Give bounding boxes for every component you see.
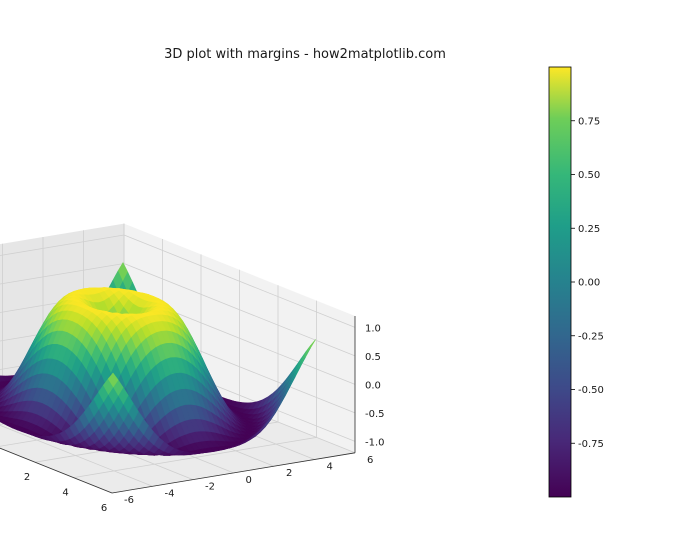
axis-line: [111, 452, 356, 494]
z-gridline: [0, 263, 356, 357]
axis-line: [0, 447, 113, 494]
z-tick-label: 0.0: [365, 380, 381, 391]
y-gridline: [0, 424, 153, 487]
y-tick-label: 0: [246, 475, 252, 486]
z-tick-label: -1.0: [365, 437, 385, 448]
x-tick-label: 6: [101, 503, 107, 514]
z-gridline: [0, 234, 356, 328]
colorbar-tick-label: 0.00: [578, 278, 600, 289]
colorbar-tick-label: 0.25: [578, 224, 600, 235]
z-tick-label: -0.5: [365, 409, 385, 420]
y-tick-label: 4: [327, 462, 333, 473]
y-tick-label: -4: [165, 488, 175, 499]
colorbar-tick-label: 0.50: [578, 170, 600, 181]
colorbar-tick-label: -0.25: [578, 331, 604, 342]
colorbar-gradient: [548, 66, 572, 498]
colorbar-tick-label: -0.75: [578, 439, 604, 450]
y-tick-label: -6: [124, 495, 134, 506]
x-tick-label: 2: [24, 472, 30, 483]
colorbar-tick-label: 0.75: [578, 116, 600, 127]
chart-title: 3D plot with margins - how2matplotlib.co…: [164, 47, 446, 62]
surface-patch: [107, 372, 119, 388]
surface-mesh: [0, 262, 316, 456]
y-tick-label: 2: [286, 468, 292, 479]
z-tick-label: 0.5: [365, 352, 381, 363]
y-tick-label: 6: [367, 455, 373, 466]
x-tick-label: 4: [62, 488, 68, 499]
colorbar-tick-label: -0.50: [578, 385, 604, 396]
z-tick-label: 1.0: [365, 323, 381, 334]
colorbar-ticks: -0.75 -0.50 -0.25 0.00 0.25 0.50 0.75: [571, 116, 604, 450]
y-tick-label: -2: [205, 482, 215, 493]
